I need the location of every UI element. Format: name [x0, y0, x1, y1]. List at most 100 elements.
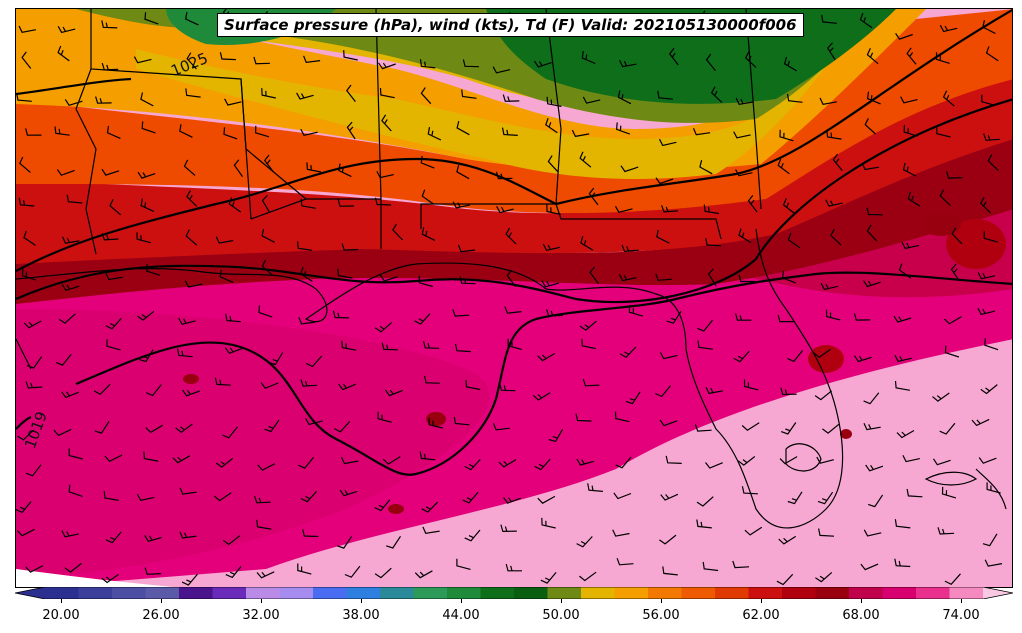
wind-barb	[145, 424, 164, 434]
wind-barb	[16, 528, 35, 537]
wind-barb	[379, 274, 398, 282]
colorbar-min-extend	[15, 587, 45, 599]
colorbar-tick	[861, 599, 862, 603]
wind-barb	[214, 377, 231, 386]
colorbar-swatch	[413, 587, 448, 599]
wind-barb	[215, 457, 234, 468]
wind-barb	[94, 420, 110, 434]
wind-barb	[545, 118, 558, 134]
wind-barb	[863, 423, 881, 431]
colorbar-swatch	[112, 587, 146, 599]
wind-barb	[23, 230, 36, 246]
wind-barb	[61, 284, 80, 292]
wind-barb	[18, 197, 35, 207]
wind-barb	[830, 228, 842, 246]
wind-barb	[144, 567, 162, 575]
wind-barb	[705, 462, 723, 469]
wind-barb	[136, 232, 151, 244]
wind-barb	[935, 52, 950, 64]
wind-barb	[333, 420, 351, 433]
wind-barb	[421, 501, 439, 513]
colorbar-swatch	[715, 587, 749, 599]
wind-barb	[733, 350, 750, 363]
wind-barb	[418, 275, 433, 288]
wind-barb	[942, 90, 955, 107]
wind-barb	[533, 60, 552, 68]
wind-barb	[937, 527, 955, 535]
wind-barb	[414, 570, 433, 579]
wind-barb	[186, 52, 197, 70]
wind-barb	[780, 422, 797, 435]
wind-barb	[93, 383, 111, 396]
wind-barb	[456, 164, 470, 180]
wind-barb	[702, 561, 719, 572]
wind-barb	[140, 92, 154, 107]
wind-barb	[946, 171, 963, 179]
colorbar-swatch	[949, 587, 984, 599]
wind-barb	[374, 322, 392, 333]
wind-barb	[19, 156, 31, 173]
wind-barb	[137, 310, 155, 321]
wind-barb	[932, 392, 950, 402]
wind-barb	[817, 491, 834, 505]
wind-barb	[747, 195, 758, 213]
wind-barb	[177, 348, 193, 358]
wind-barb	[222, 426, 238, 439]
wind-barb	[866, 224, 878, 242]
wind-barb	[306, 162, 322, 173]
wind-barb	[987, 154, 999, 172]
wind-barb	[697, 319, 713, 332]
wind-barb	[540, 572, 557, 584]
wind-barb	[614, 206, 633, 213]
colorbar-swatch	[815, 587, 850, 599]
wind-barb	[853, 355, 872, 363]
wind-barb	[462, 59, 480, 68]
wind-barb	[420, 87, 432, 105]
colorbar-tick	[261, 599, 262, 603]
wind-barb	[692, 128, 711, 136]
wind-barb	[452, 309, 470, 317]
wind-barb	[68, 484, 83, 497]
colorbar-swatch	[916, 587, 950, 599]
colorbar-swatch	[279, 587, 314, 599]
wind-barb	[16, 501, 32, 514]
wind-barb	[145, 384, 162, 397]
wind-barb	[735, 169, 753, 177]
wind-barb	[579, 151, 592, 168]
wind-barb	[104, 454, 123, 463]
wind-barb	[853, 313, 871, 321]
wind-barb	[495, 171, 513, 180]
wind-barb	[832, 153, 843, 171]
wind-barb	[982, 20, 996, 35]
wind-barb	[256, 519, 272, 530]
wind-barb	[776, 573, 794, 586]
wind-barb	[21, 51, 32, 69]
wind-barb	[224, 98, 242, 106]
wind-barb	[268, 352, 284, 366]
wind-barb	[655, 177, 674, 185]
colorbar-swatch	[179, 587, 213, 599]
wind-barb	[813, 348, 832, 359]
wind-barb	[951, 227, 963, 245]
wind-barb	[101, 62, 119, 71]
wind-barb	[620, 165, 639, 173]
wind-barb	[302, 529, 319, 538]
wind-barb	[382, 456, 401, 465]
wind-barb	[657, 90, 673, 100]
wind-barb	[223, 127, 238, 140]
colorbar-swatch	[514, 587, 548, 599]
wind-barb	[337, 536, 353, 549]
wind-barb	[735, 97, 753, 105]
wind-barb	[261, 88, 276, 99]
wind-barb	[820, 282, 839, 291]
wind-barb	[659, 534, 677, 545]
wind-barb	[575, 413, 592, 422]
wind-barb	[501, 127, 518, 136]
wind-barb	[943, 316, 962, 325]
wind-barb	[902, 162, 917, 177]
wind-barb	[655, 385, 672, 398]
colorbar-swatch	[547, 587, 582, 599]
wind-barbs	[16, 9, 1003, 586]
wind-barb	[618, 274, 637, 282]
wind-barb	[179, 124, 193, 138]
